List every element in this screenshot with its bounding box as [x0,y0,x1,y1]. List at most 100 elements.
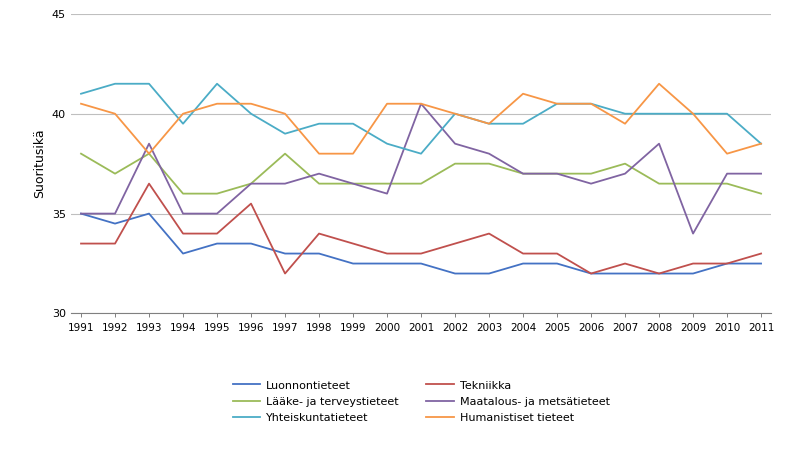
Humanistiset tieteet [450,111,460,117]
Luonnontieteet [212,241,222,246]
Lääke- ja terveystieteet [349,181,358,186]
Yhteiskuntatieteet [76,91,86,96]
Lääke- ja terveystieteet [179,191,188,196]
Luonnontieteet [349,261,358,266]
Yhteiskuntatieteet [654,111,663,117]
Tekniikka [620,261,630,266]
Humanistiset tieteet [689,111,698,117]
Luonnontieteet [416,261,426,266]
Humanistiset tieteet [654,81,663,87]
Tekniikka [722,261,732,266]
Tekniikka [280,271,290,276]
Luonnontieteet [76,211,86,216]
Luonnontieteet [314,251,323,256]
Maatalous- ja metsätieteet [689,231,698,236]
Lääke- ja terveystieteet [519,171,528,177]
Lääke- ja terveystieteet [450,161,460,166]
Lääke- ja terveystieteet [280,151,290,156]
Line: Yhteiskuntatieteet: Yhteiskuntatieteet [81,84,761,154]
Luonnontieteet [654,271,663,276]
Luonnontieteet [450,271,460,276]
Yhteiskuntatieteet [620,111,630,117]
Humanistiset tieteet [416,101,426,106]
Line: Maatalous- ja metsätieteet: Maatalous- ja metsätieteet [81,104,761,234]
Tekniikka [552,251,562,256]
Humanistiset tieteet [722,151,732,156]
Maatalous- ja metsätieteet [349,181,358,186]
Yhteiskuntatieteet [382,141,392,147]
Lääke- ja terveystieteet [416,181,426,186]
Luonnontieteet [620,271,630,276]
Maatalous- ja metsätieteet [212,211,222,216]
Tekniikka [586,271,596,276]
Yhteiskuntatieteet [246,111,256,117]
Maatalous- ja metsätieteet [382,191,392,196]
Maatalous- ja metsätieteet [552,171,562,177]
Yhteiskuntatieteet [110,81,120,87]
Maatalous- ja metsätieteet [450,141,460,147]
Maatalous- ja metsätieteet [416,101,426,106]
Luonnontieteet [382,261,392,266]
Lääke- ja terveystieteet [654,181,663,186]
Maatalous- ja metsätieteet [280,181,290,186]
Tekniikka [349,241,358,246]
Humanistiset tieteet [76,101,86,106]
Humanistiset tieteet [756,141,766,147]
Maatalous- ja metsätieteet [519,171,528,177]
Maatalous- ja metsätieteet [756,171,766,177]
Tekniikka [484,231,493,236]
Lääke- ja terveystieteet [382,181,392,186]
Luonnontieteet [110,221,120,226]
Lääke- ja terveystieteet [246,181,256,186]
Lääke- ja terveystieteet [552,171,562,177]
Luonnontieteet [689,271,698,276]
Maatalous- ja metsätieteet [76,211,86,216]
Line: Lääke- ja terveystieteet: Lääke- ja terveystieteet [81,154,761,194]
Tekniikka [110,241,120,246]
Legend: Luonnontieteet, Lääke- ja terveystieteet, Yhteiskuntatieteet, Tekniikka, Maatalo: Luonnontieteet, Lääke- ja terveystieteet… [228,375,614,428]
Lääke- ja terveystieteet [76,151,86,156]
Tekniikka [519,251,528,256]
Humanistiset tieteet [552,101,562,106]
Yhteiskuntatieteet [144,81,153,87]
Yhteiskuntatieteet [756,141,766,147]
Humanistiset tieteet [620,121,630,126]
Tekniikka [416,251,426,256]
Maatalous- ja metsätieteet [179,211,188,216]
Lääke- ja terveystieteet [110,171,120,177]
Yhteiskuntatieteet [349,121,358,126]
Tekniikka [756,251,766,256]
Lääke- ja terveystieteet [722,181,732,186]
Yhteiskuntatieteet [586,101,596,106]
Maatalous- ja metsätieteet [654,141,663,147]
Humanistiset tieteet [349,151,358,156]
Lääke- ja terveystieteet [314,181,323,186]
Lääke- ja terveystieteet [689,181,698,186]
Tekniikka [314,231,323,236]
Lääke- ja terveystieteet [620,161,630,166]
Line: Humanistiset tieteet: Humanistiset tieteet [81,84,761,154]
Humanistiset tieteet [519,91,528,96]
Maatalous- ja metsätieteet [586,181,596,186]
Yhteiskuntatieteet [484,121,493,126]
Maatalous- ja metsätieteet [246,181,256,186]
Y-axis label: Suoritusikä: Suoritusikä [33,129,46,199]
Lääke- ja terveystieteet [144,151,153,156]
Humanistiset tieteet [212,101,222,106]
Luonnontieteet [722,261,732,266]
Humanistiset tieteet [144,151,153,156]
Yhteiskuntatieteet [552,101,562,106]
Humanistiset tieteet [280,111,290,117]
Maatalous- ja metsätieteet [110,211,120,216]
Lääke- ja terveystieteet [212,191,222,196]
Humanistiset tieteet [110,111,120,117]
Yhteiskuntatieteet [722,111,732,117]
Yhteiskuntatieteet [179,121,188,126]
Humanistiset tieteet [586,101,596,106]
Tekniikka [179,231,188,236]
Line: Tekniikka: Tekniikka [81,183,761,273]
Yhteiskuntatieteet [519,121,528,126]
Tekniikka [144,181,153,186]
Tekniikka [212,231,222,236]
Line: Luonnontieteet: Luonnontieteet [81,213,761,273]
